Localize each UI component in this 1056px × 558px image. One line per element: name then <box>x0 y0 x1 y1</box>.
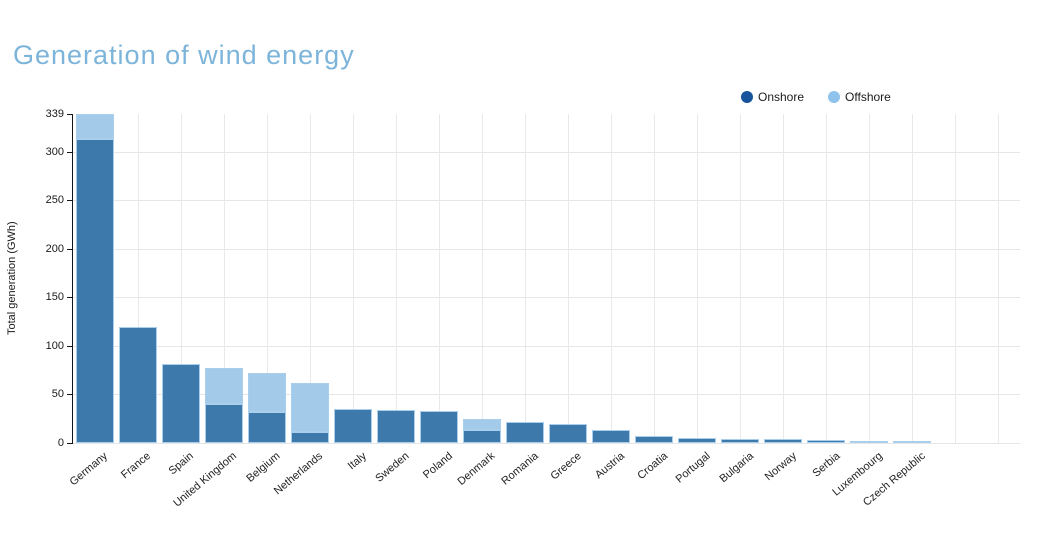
legend-item-onshore[interactable]: Onshore <box>741 90 804 104</box>
gridline-x-15 <box>740 114 742 443</box>
gridline-y-100 <box>73 345 1020 347</box>
x-tick-label-spain: Spain <box>167 450 197 478</box>
y-tick-mark-250 <box>67 200 72 202</box>
x-tick-label-austria: Austria <box>592 450 627 482</box>
gridline-x-1 <box>137 114 139 443</box>
legend-label-offshore: Offshore <box>845 90 891 104</box>
gridline-y-150 <box>73 297 1020 299</box>
x-tick-label-germany: Germany <box>67 450 111 489</box>
y-tick-mark-300 <box>67 151 72 153</box>
y-tick-mark-150 <box>67 297 72 299</box>
gridline-x-6 <box>352 114 354 443</box>
onshore-swatch-icon <box>741 91 753 103</box>
legend-label-onshore: Onshore <box>758 90 805 104</box>
x-tick-label-italy: Italy <box>345 450 369 473</box>
gridline-x-11 <box>568 114 570 443</box>
y-tick-mark-50 <box>67 394 72 396</box>
x-tick-label-sweden: Sweden <box>373 450 412 485</box>
bar-netherlands-offshore[interactable] <box>290 382 329 433</box>
y-tick-label-300: 300 <box>45 145 64 158</box>
y-tick-label-100: 100 <box>45 339 64 352</box>
y-axis-title: Total generation (GWh) <box>6 221 18 336</box>
bar-denmark-onshore[interactable] <box>462 430 501 443</box>
bar-sweden-onshore[interactable] <box>376 410 415 443</box>
bar-greece-onshore[interactable] <box>549 423 588 443</box>
gridline-x-21 <box>998 114 1000 443</box>
y-tick-label-339: 339 <box>45 108 64 120</box>
gridline-x-17 <box>826 114 828 443</box>
bar-serbia-onshore[interactable] <box>807 440 846 443</box>
gridline-x-3 <box>223 114 225 443</box>
gridline-y-300 <box>73 151 1020 153</box>
bar-bulgaria-onshore[interactable] <box>721 438 760 443</box>
gridline-x-18 <box>869 114 871 443</box>
gridline-y-0 <box>73 443 1020 444</box>
y-tick-mark-0 <box>67 443 72 444</box>
y-tick-mark-200 <box>67 248 72 250</box>
bar-denmark-offshore[interactable] <box>462 418 501 431</box>
bar-united-kingdom-offshore[interactable] <box>204 368 243 405</box>
offshore-swatch-icon <box>828 91 841 103</box>
gridline-x-13 <box>654 114 656 443</box>
gridline-x-5 <box>309 114 311 443</box>
x-tick-label-greece: Greece <box>548 450 584 483</box>
bar-romania-onshore[interactable] <box>505 421 544 443</box>
gridline-x-8 <box>438 114 440 443</box>
x-tick-label-croatia: Croatia <box>634 450 670 482</box>
x-tick-label-denmark: Denmark <box>455 450 498 488</box>
bar-germany-onshore[interactable] <box>75 139 114 443</box>
y-axis-line <box>72 114 73 444</box>
y-tick-label-150: 150 <box>45 291 64 304</box>
y-tick-label-0: 0 <box>57 437 64 449</box>
bar-portugal-onshore[interactable] <box>678 438 717 443</box>
x-tick-label-poland: Poland <box>420 450 455 482</box>
gridline-y-50 <box>73 394 1020 396</box>
bar-france-onshore[interactable] <box>118 326 157 443</box>
bar-norway-onshore[interactable] <box>764 439 803 443</box>
bar-belgium-onshore[interactable] <box>247 411 286 443</box>
y-tick-label-50: 50 <box>51 388 64 401</box>
bar-poland-onshore[interactable] <box>419 410 458 443</box>
bar-germany-offshore[interactable] <box>75 114 114 140</box>
x-tick-label-belgium: Belgium <box>244 450 283 485</box>
y-tick-label-200: 200 <box>45 242 64 255</box>
gridline-x-7 <box>395 114 397 443</box>
bar-netherlands-onshore[interactable] <box>290 432 329 443</box>
bar-croatia-onshore[interactable] <box>635 436 674 443</box>
gridline-x-12 <box>611 114 613 443</box>
bar-italy-onshore[interactable] <box>333 409 372 443</box>
y-tick-label-250: 250 <box>45 194 64 207</box>
gridline-y-200 <box>73 248 1020 250</box>
x-tick-label-norway: Norway <box>762 450 799 484</box>
gridline-x-16 <box>783 114 785 443</box>
x-tick-label-portugal: Portugal <box>673 450 713 486</box>
legend-item-offshore[interactable]: Offshore <box>828 90 891 104</box>
bar-czech-republic-onshore[interactable] <box>893 440 932 443</box>
bar-united-kingdom-onshore[interactable] <box>204 404 243 443</box>
chart-title: Generation of wind energy <box>13 40 355 70</box>
bar-austria-onshore[interactable] <box>592 430 631 443</box>
gridline-x-19 <box>912 114 914 443</box>
bar-belgium-offshore[interactable] <box>247 373 286 412</box>
gridline-x-14 <box>697 114 699 443</box>
gridline-x-9 <box>481 114 483 443</box>
x-tick-label-bulgaria: Bulgaria <box>717 450 756 486</box>
legend: Onshore Offshore <box>741 90 891 104</box>
y-tick-mark-100 <box>67 345 72 347</box>
gridline-x-20 <box>955 114 957 443</box>
gridline-x-4 <box>266 114 268 443</box>
bar-spain-onshore[interactable] <box>161 364 200 443</box>
gridline-y-250 <box>73 200 1020 202</box>
gridline-x-2 <box>180 114 182 443</box>
x-tick-label-romania: Romania <box>499 450 541 488</box>
bar-luxembourg-onshore[interactable] <box>850 440 889 443</box>
x-tick-label-france: France <box>119 450 154 482</box>
plot-area: 0 50 100 150 200 250 300 339 <box>46 108 1020 449</box>
y-tick-mark-339 <box>67 114 72 115</box>
x-tick-label-serbia: Serbia <box>809 450 843 480</box>
gridline-x-10 <box>524 114 526 443</box>
